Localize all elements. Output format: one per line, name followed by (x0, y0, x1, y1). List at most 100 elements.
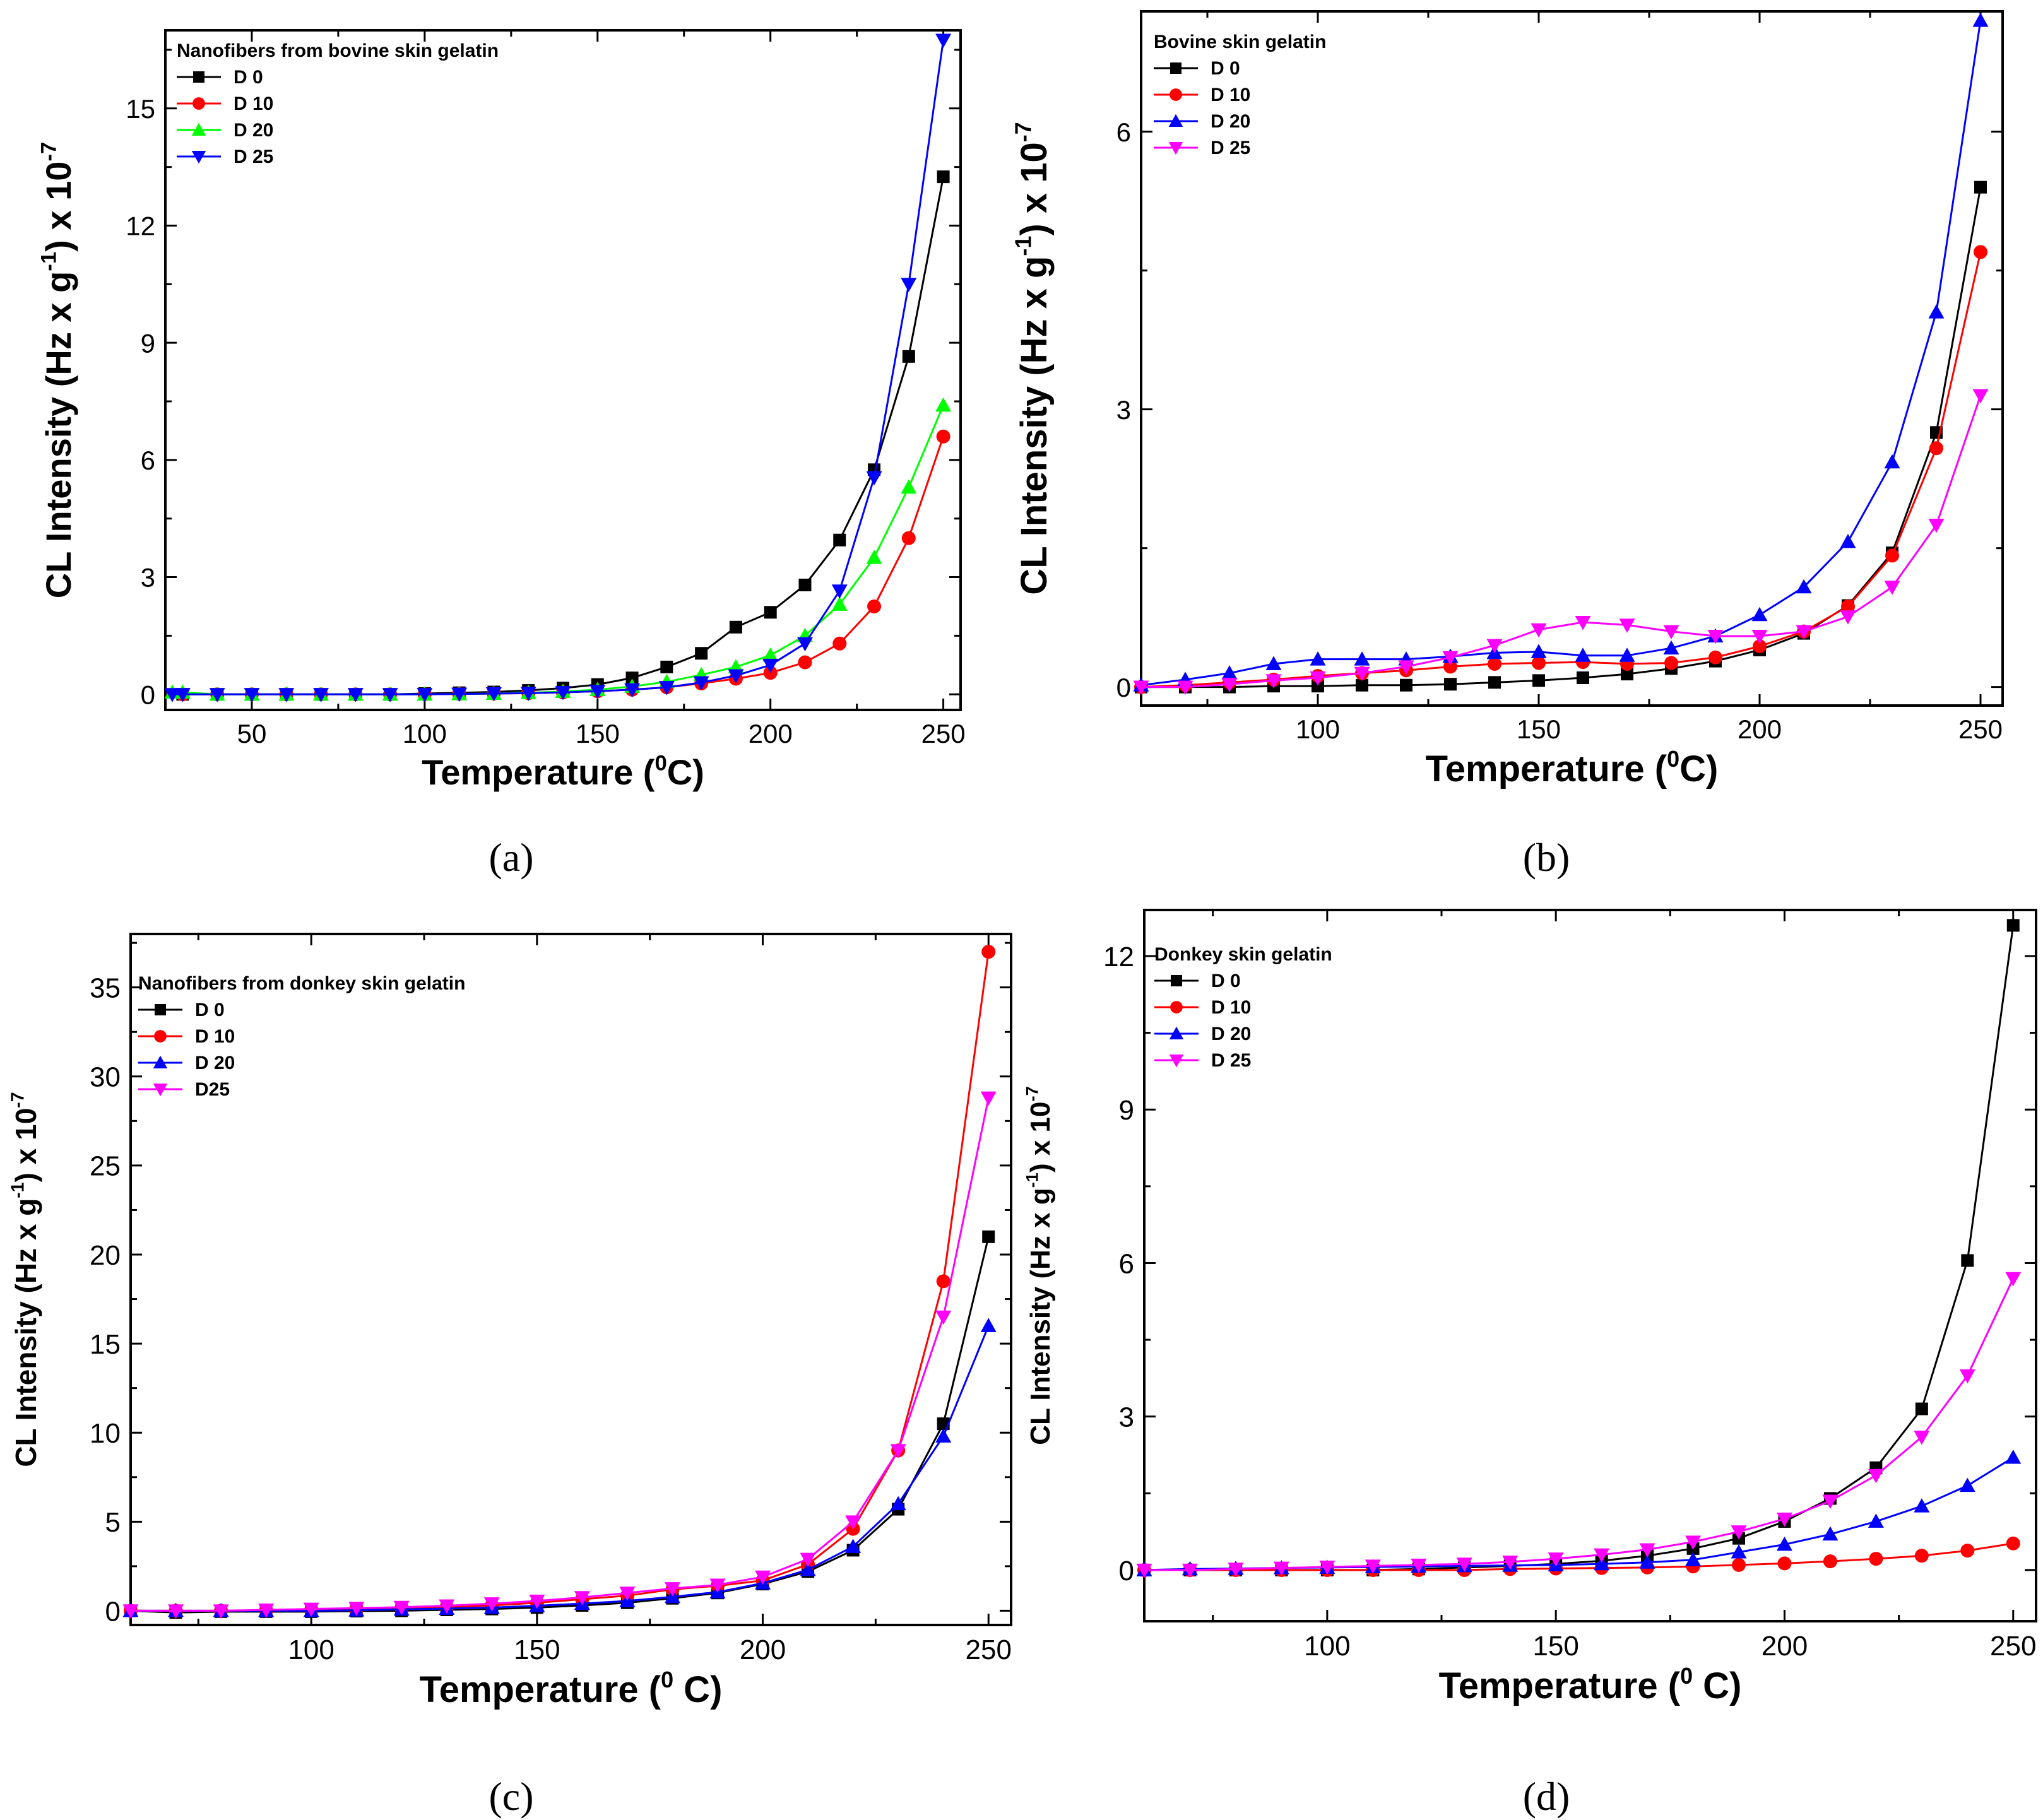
x-tick-label: 100 (288, 1634, 334, 1665)
data-point-d25 (258, 1604, 275, 1618)
y-tick-label: 9 (1119, 1095, 1134, 1126)
legend-label: D 10 (195, 1026, 235, 1047)
data-point-d25 (1619, 618, 1635, 633)
data-point-d10 (832, 636, 847, 651)
x-axis-label: Temperature (0 C) (420, 1667, 723, 1710)
x-axis-label: Temperature (0 C) (1439, 1663, 1742, 1706)
data-point-d0 (764, 606, 777, 619)
data-point-d10 (1488, 657, 1501, 671)
data-point-d0 (982, 1230, 995, 1243)
data-point-d10 (1885, 548, 1899, 563)
legend-label: D 10 (1211, 85, 1250, 105)
data-point-d10 (1823, 1554, 1837, 1569)
panel-b-caption: (b) (1523, 835, 1570, 880)
data-point-d25 (1928, 519, 1945, 533)
plot-frame (1143, 909, 2037, 1622)
panel-c: (c) 100 150 200 250 0 5 10 15 20 25 30 35 Temperatur… (8, 933, 1012, 1819)
data-point-d25 (800, 1552, 816, 1568)
y-tick-label: 0 (1116, 673, 1131, 702)
data-point-d20 (1868, 1513, 1884, 1528)
data-point-d25 (1228, 1563, 1244, 1577)
data-point-d25 (935, 1310, 952, 1325)
data-point-d25 (1354, 666, 1370, 682)
data-point-d25 (1884, 581, 1900, 595)
data-point-d25 (348, 1602, 365, 1616)
data-point-d25 (866, 471, 882, 486)
legend-label: D 25 (234, 146, 273, 167)
data-point-d20 (1928, 304, 1945, 319)
panel-a-caption: (a) (489, 835, 533, 880)
data-point-d25 (529, 1594, 545, 1609)
data-point-d25 (303, 1602, 319, 1617)
data-point-d25 (1548, 1552, 1564, 1567)
data-point-d0 (1621, 668, 1633, 681)
data-point-d25 (1319, 1561, 1335, 1575)
data-point-d25 (278, 688, 295, 702)
data-point-d25 (1731, 1525, 1747, 1540)
legend-marker (155, 1004, 166, 1015)
series-line-d25 (131, 1097, 990, 1612)
series-line-d25 (1144, 1278, 2015, 1571)
data-point-d20 (1959, 1477, 1975, 1492)
legend-label: D 20 (1211, 1024, 1251, 1044)
data-point-d20 (1310, 651, 1326, 666)
data-point-d25 (1177, 680, 1193, 695)
data-point-d25 (164, 688, 181, 702)
data-point-d25 (417, 688, 433, 702)
data-point-d0 (833, 533, 846, 547)
x-tick-label: 150 (1517, 714, 1561, 744)
x-tick-label: 150 (1532, 1631, 1578, 1662)
data-point-d25 (1751, 630, 1768, 644)
data-point-d20 (1840, 533, 1856, 548)
data-point-d20 (890, 1496, 906, 1511)
data-point-d0 (798, 578, 812, 591)
y-tick-label: 15 (90, 1329, 121, 1360)
data-point-d10 (1443, 659, 1457, 674)
legend-marker (1168, 114, 1183, 127)
y-axis-label: CL Intensity (Hz x g-1) x 10-7 (1022, 1086, 1056, 1445)
data-point-d25 (1442, 651, 1459, 666)
x-tick-label: 250 (1990, 1631, 2036, 1662)
x-tick-label: 100 (1296, 714, 1340, 744)
y-tick-label: 5 (105, 1507, 121, 1538)
data-point-d25 (1575, 616, 1591, 630)
data-point-d25 (796, 637, 813, 652)
data-point-d25 (1707, 630, 1724, 644)
data-point-d20 (831, 596, 848, 611)
x-tick-label: 150 (514, 1634, 560, 1665)
data-point-d25 (901, 278, 917, 292)
data-point-d10 (1974, 245, 1987, 259)
data-point-d25 (831, 584, 848, 599)
data-point-d20 (1619, 647, 1635, 662)
y-tick-label: 25 (90, 1151, 121, 1182)
data-point-d25 (1914, 1431, 1930, 1445)
data-point-d20 (1796, 579, 1812, 594)
data-point-d25 (213, 1604, 229, 1619)
series-line-d25 (1141, 395, 1982, 688)
x-tick-label: 50 (237, 719, 267, 748)
data-point-d25 (1594, 1548, 1610, 1563)
x-tick-label: 100 (1304, 1631, 1350, 1662)
data-point-d25 (1959, 1369, 1975, 1384)
data-point-d0 (1312, 680, 1324, 693)
plot-frame (1140, 10, 2004, 707)
data-point-d10 (1753, 639, 1767, 654)
data-point-d25 (755, 1570, 771, 1585)
data-point-d25 (1133, 680, 1149, 695)
panel-c-caption: (c) (489, 1774, 533, 1819)
legend-label: D 0 (1211, 971, 1241, 991)
data-point-d25 (589, 685, 606, 699)
data-point-d20 (1575, 647, 1591, 662)
data-point-d20 (1751, 606, 1768, 622)
data-point-d10 (1532, 656, 1546, 670)
data-point-d25 (451, 687, 468, 702)
y-tick-label: 0 (141, 680, 155, 709)
data-point-d25 (382, 688, 398, 702)
data-point-d25 (1221, 678, 1238, 692)
legend-label: D25 (195, 1079, 230, 1100)
data-point-d0 (902, 350, 915, 363)
data-point-d25 (1273, 1561, 1289, 1576)
data-point-d25 (168, 1604, 184, 1619)
data-point-d10 (1929, 441, 1943, 456)
legend-label: D 20 (234, 120, 273, 141)
